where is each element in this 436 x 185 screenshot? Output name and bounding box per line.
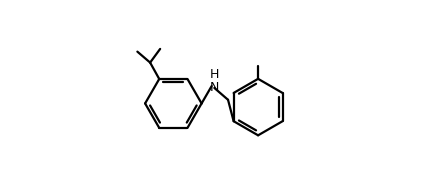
Text: H
N: H N (210, 68, 219, 94)
